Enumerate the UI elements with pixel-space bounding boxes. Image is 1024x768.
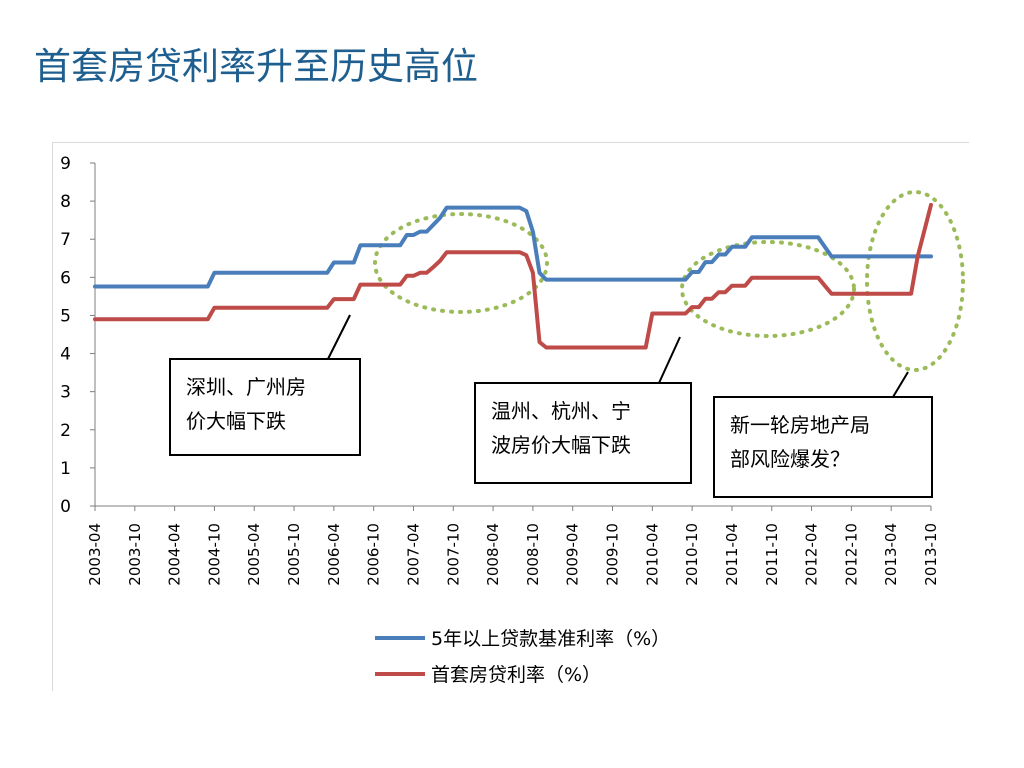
y-tick-label: 0 xyxy=(60,497,71,517)
callout-pointer xyxy=(658,336,681,384)
y-tick-label: 1 xyxy=(60,459,71,479)
y-tick-label: 6 xyxy=(60,268,71,288)
x-tick-label: 2006-04 xyxy=(325,523,343,586)
line-chart: 0 1 2 3 4 5 6 7 8 9 2003-04 2003-10 2004-04 2004-10 20… xyxy=(60,154,965,686)
x-tick-label: 2013-10 xyxy=(922,523,940,586)
series-line-1 xyxy=(93,205,933,289)
y-tick-label: 8 xyxy=(60,192,71,212)
y-tick-label: 3 xyxy=(60,383,71,403)
y-tick-label: 2 xyxy=(60,421,71,441)
callout-text: 波房价大幅下跌 xyxy=(491,433,631,457)
callout-box xyxy=(713,396,933,498)
legend-label: 首套房贷利率（%） xyxy=(431,664,601,686)
callout-text: 深圳、广州房 xyxy=(186,375,306,399)
x-tick-label: 2004-10 xyxy=(205,523,223,586)
x-tick-label: 2013-04 xyxy=(882,523,900,586)
y-tick-label: 7 xyxy=(60,230,71,250)
x-tick-label: 2009-10 xyxy=(604,523,622,586)
x-tick-label: 2008-10 xyxy=(524,523,542,586)
x-tick-label: 2004-04 xyxy=(166,523,184,586)
series-line-2 xyxy=(93,202,933,350)
x-tick-label: 2005-04 xyxy=(245,523,263,586)
x-tick-label: 2010-10 xyxy=(683,523,701,586)
x-tick-label: 2012-04 xyxy=(803,523,821,586)
callout-text: 价大幅下跌 xyxy=(186,409,286,433)
x-tick-label: 2007-04 xyxy=(404,523,422,586)
callout-text: 新一轮房地产局 xyxy=(730,413,870,437)
legend-label: 5年以上贷款基准利率（%） xyxy=(431,628,670,650)
x-tick-label: 2003-10 xyxy=(126,523,144,586)
y-tick-label: 4 xyxy=(60,345,71,365)
x-tick-label: 2007-10 xyxy=(444,523,462,586)
page-title: 首套房贷利率升至历史高位 xyxy=(34,45,478,88)
x-tick-label: 2011-04 xyxy=(723,523,741,586)
x-tick-label: 2008-04 xyxy=(484,523,502,586)
callout-pointer xyxy=(327,314,351,360)
callout-box xyxy=(474,382,692,484)
x-tick-label: 2010-04 xyxy=(643,523,661,586)
x-tick-label: 2011-10 xyxy=(763,523,781,586)
x-tick-label: 2003-04 xyxy=(86,523,104,586)
highlight-ellipse xyxy=(373,212,549,314)
callout-text: 温州、杭州、宁 xyxy=(491,399,631,423)
x-tick-label: 2006-10 xyxy=(365,523,383,586)
highlight-ellipse xyxy=(865,190,965,372)
x-tick-label: 2009-04 xyxy=(564,523,582,586)
x-tick-label: 2012-10 xyxy=(842,523,860,586)
y-tick-label: 9 xyxy=(60,154,71,174)
chart-area: 0 1 2 3 4 5 6 7 8 9 2003-04 2003-10 2004-04 2004-10 20… xyxy=(52,142,969,691)
callout-pointer xyxy=(892,371,909,398)
callout-text: 部风险爆发？ xyxy=(730,447,850,471)
highlight-ellipse xyxy=(680,240,856,338)
x-tick-label: 2005-10 xyxy=(285,523,303,586)
callout-box xyxy=(169,358,361,456)
y-tick-label: 5 xyxy=(60,306,71,326)
